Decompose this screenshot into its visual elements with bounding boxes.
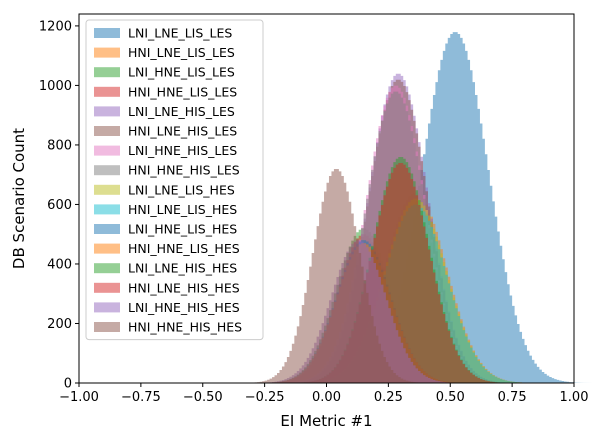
legend-label: HNI_HNE_HIS_HES bbox=[128, 320, 242, 335]
legend-swatch bbox=[94, 28, 120, 38]
legend-label: LNI_HNE_HIS_HES bbox=[128, 300, 240, 315]
legend-label: LNI_LNE_HIS_HES bbox=[128, 261, 237, 276]
legend-label: LNI_LNE_HIS_LES bbox=[128, 104, 235, 119]
y-axis-ticks: 0 200 400 600 800 1000 1200 bbox=[39, 19, 79, 392]
legend-swatch bbox=[94, 322, 120, 332]
y-tick-label: 1000 bbox=[39, 79, 72, 94]
legend-swatch bbox=[94, 302, 120, 313]
legend-swatch bbox=[94, 165, 120, 176]
legend-box bbox=[85, 19, 264, 341]
legend-swatch bbox=[94, 47, 120, 58]
legend-swatch bbox=[94, 67, 120, 78]
x-tick-label: 1.00 bbox=[560, 390, 589, 405]
legend-swatch bbox=[94, 282, 120, 293]
legend-swatch bbox=[94, 204, 120, 215]
legend-label: LNI_LNE_LIS_HES bbox=[128, 182, 235, 197]
legend-label: HNI_LNE_HIS_HES bbox=[128, 280, 240, 295]
legend-swatch bbox=[94, 263, 120, 274]
y-tick-label: 0 bbox=[64, 377, 72, 392]
y-tick-label: 400 bbox=[47, 257, 72, 272]
legend-label: HNI_LNE_HIS_LES bbox=[128, 124, 237, 139]
histogram-series-lni-lne-lis-les bbox=[314, 32, 594, 383]
histogram-bars bbox=[237, 32, 594, 384]
x-tick-label: −0.50 bbox=[183, 390, 223, 405]
histogram-series-hni-lne-his-hes bbox=[279, 163, 523, 383]
legend-swatch bbox=[94, 224, 120, 234]
x-tick-label: 0.75 bbox=[498, 390, 527, 405]
legend-swatch bbox=[94, 243, 120, 254]
legend-label: LNI_HNE_LIS_HES bbox=[128, 222, 237, 237]
x-axis-ticks: −1.00 −0.75 −0.50 −0.25 0.00 0.25 0.50 0.75 1.00 bbox=[59, 383, 588, 405]
x-tick-label: −0.25 bbox=[245, 390, 285, 405]
legend-label: HNI_LNE_LIS_LES bbox=[128, 45, 235, 60]
y-tick-label: 800 bbox=[47, 138, 72, 153]
x-axis-label: EI Metric #1 bbox=[280, 412, 372, 430]
legend-label: HNI_HNE_LIS_LES bbox=[128, 84, 237, 99]
legend-label: LNI_HNE_HIS_LES bbox=[128, 143, 237, 158]
x-tick-label: 0.00 bbox=[312, 390, 341, 405]
legend-label: LNI_LNE_LIS_LES bbox=[128, 26, 232, 41]
legend-label: LNI_HNE_LIS_LES bbox=[128, 65, 235, 80]
legend-label: HNI_LNE_LIS_HES bbox=[128, 202, 237, 217]
legend-label: HNI_HNE_HIS_LES bbox=[128, 163, 240, 178]
x-tick-label: −0.75 bbox=[121, 390, 161, 405]
legend-swatch bbox=[94, 126, 120, 136]
x-tick-label: 0.50 bbox=[436, 390, 465, 405]
legend: LNI_LNE_LIS_LES HNI_LNE_LIS_LES LNI_HNE_LI… bbox=[85, 19, 264, 341]
legend-swatch bbox=[94, 145, 120, 156]
y-tick-label: 1200 bbox=[39, 19, 72, 34]
legend-swatch bbox=[94, 184, 120, 195]
y-tick-label: 200 bbox=[47, 317, 72, 332]
legend-label: HNI_HNE_LIS_HES bbox=[128, 241, 240, 256]
histogram-series-hni-hne-his-hes bbox=[237, 169, 436, 383]
y-axis-label: DB Scenario Count bbox=[10, 128, 28, 269]
legend-swatch bbox=[94, 106, 120, 117]
x-tick-label: 0.25 bbox=[374, 390, 403, 405]
y-tick-label: 600 bbox=[47, 198, 72, 213]
x-tick-label: −1.00 bbox=[59, 390, 99, 405]
legend-swatch bbox=[94, 86, 120, 97]
